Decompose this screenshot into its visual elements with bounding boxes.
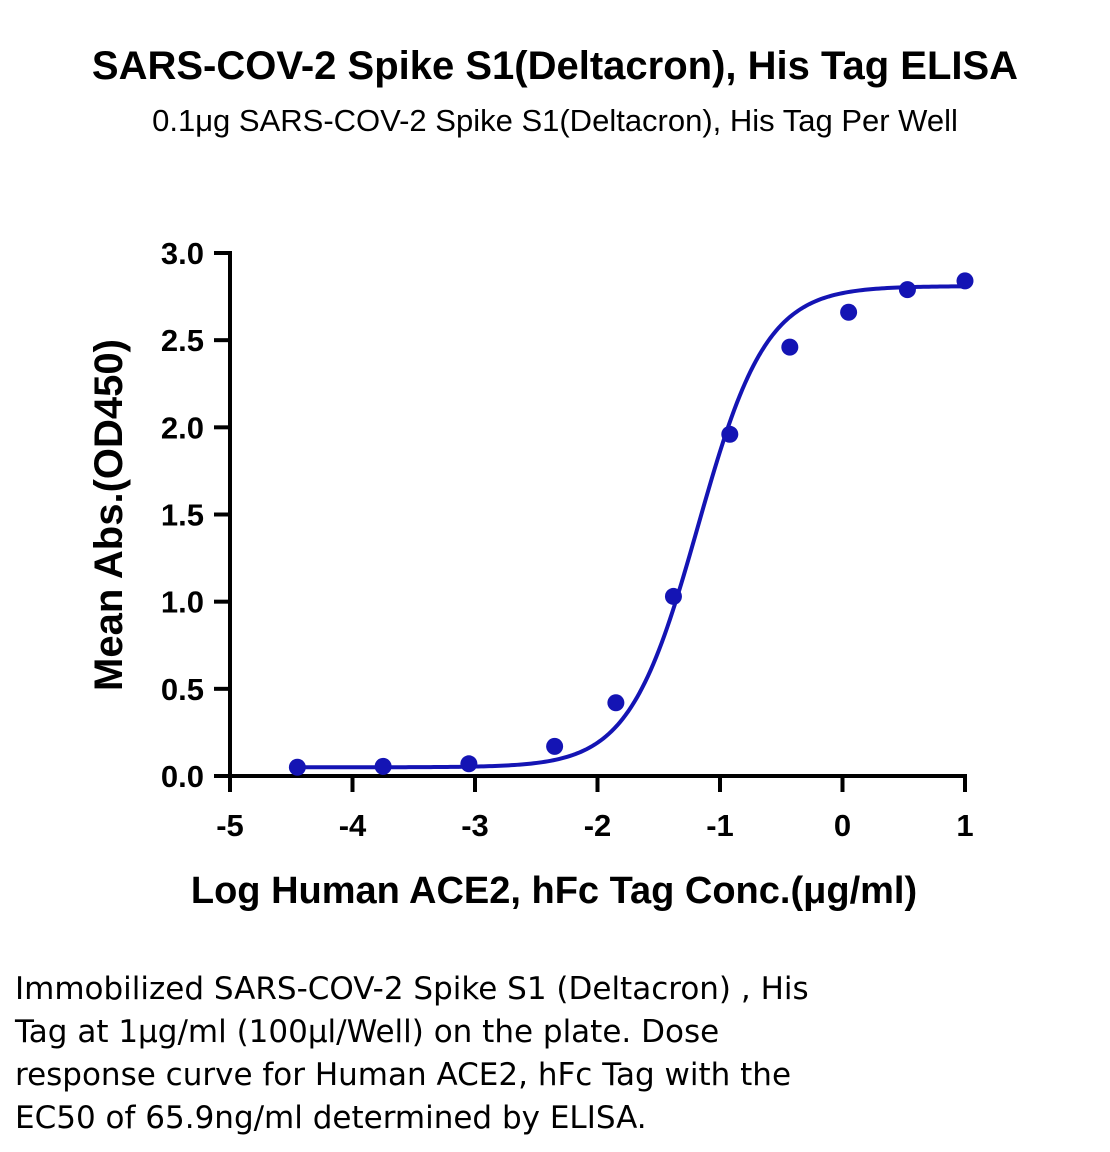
- y-tick-label: 2.5: [161, 323, 204, 358]
- data-point: [840, 303, 858, 321]
- caption-line: response curve for Human ACE2, hFc Tag w…: [15, 1057, 792, 1093]
- x-tick-label: 0: [834, 808, 851, 843]
- x-tick-label: -5: [216, 808, 244, 843]
- x-tick-label: -1: [706, 808, 734, 843]
- caption-line: Tag at 1μg/ml (100μl/Well) on the plate.…: [15, 1014, 720, 1050]
- chart-subtitle: 0.1μg SARS-COV-2 Spike S1(Deltacron), Hi…: [152, 103, 958, 138]
- data-point: [721, 425, 739, 443]
- data-points: [288, 272, 974, 776]
- data-point: [664, 587, 682, 605]
- y-axis-label: Mean Abs.(OD450): [87, 339, 131, 691]
- y-tick-label: 1.0: [161, 585, 204, 620]
- data-point: [956, 272, 974, 290]
- y-tick-label: 3.0: [161, 236, 204, 271]
- chart-title: SARS-COV-2 Spike S1(Deltacron), His Tag …: [91, 44, 1019, 88]
- caption-line: EC50 of 65.9ng/ml determined by ELISA.: [15, 1100, 647, 1136]
- axes: [228, 251, 967, 778]
- caption: Immobilized SARS-COV-2 Spike S1 (Deltacr…: [15, 968, 1015, 1140]
- y-axis-ticks: 0.0 0.5 1.0 1.5 2.0 2.5 3.0: [161, 236, 230, 794]
- x-tick-label: -2: [584, 808, 612, 843]
- data-point: [374, 757, 392, 775]
- y-tick-label: 1.5: [161, 498, 204, 533]
- data-point: [781, 338, 799, 356]
- fit-curve: [297, 284, 966, 770]
- x-axis-ticks: -5 -4 -3 -2 -1 0 1: [216, 776, 974, 843]
- x-axis-label: Log Human ACE2, hFc Tag Conc.(μg/ml): [191, 870, 917, 912]
- data-point: [546, 737, 564, 755]
- elisa-dose-response-chart: -5 -4 -3 -2 -1 0 1 0.0 0.5 1.0 1.5 2.0 2.5 3.0 Log H…: [87, 236, 974, 912]
- y-tick-label: 2.0: [161, 410, 204, 445]
- caption-line: Immobilized SARS-COV-2 Spike S1 (Deltacr…: [15, 971, 809, 1007]
- x-tick-label: -4: [339, 808, 367, 843]
- x-tick-label: 1: [956, 808, 973, 843]
- data-point: [607, 694, 625, 712]
- data-point: [460, 755, 478, 773]
- data-point: [898, 281, 916, 299]
- y-tick-label: 0.0: [161, 759, 204, 794]
- x-tick-label: -3: [461, 808, 489, 843]
- data-point: [288, 758, 306, 776]
- y-tick-label: 0.5: [161, 672, 204, 707]
